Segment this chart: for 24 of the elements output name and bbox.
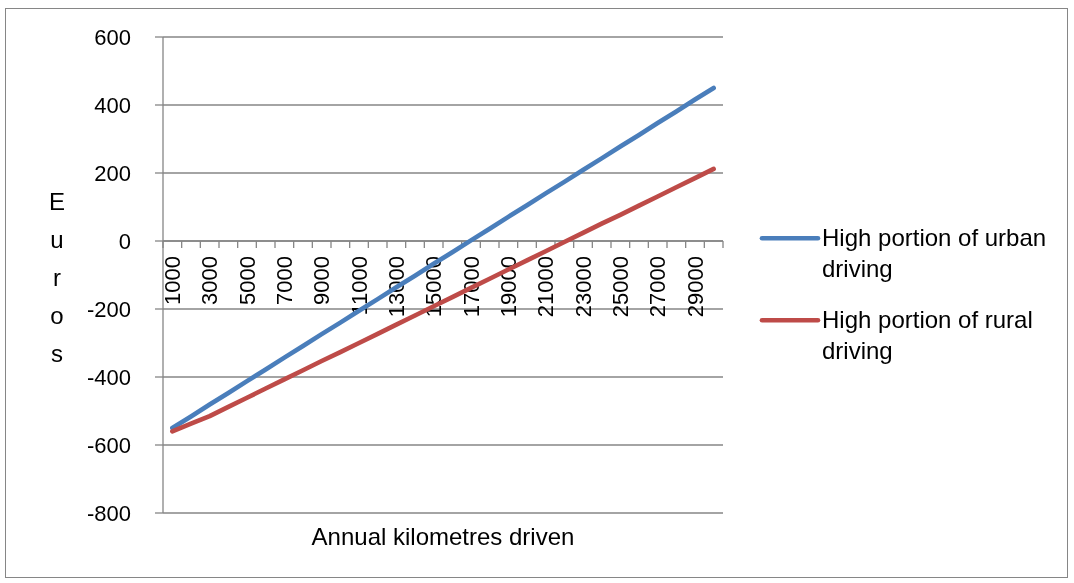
x-tick-label: 25000 (607, 256, 633, 318)
y-tick-label: -800 (86, 500, 131, 526)
y-tick-label: 0 (118, 228, 131, 254)
x-tick-label: 5000 (234, 256, 260, 305)
y-tick-label: -400 (86, 364, 131, 390)
legend-label: High portion of urban driving (822, 224, 1047, 283)
y-tick-label: -200 (86, 296, 131, 322)
y-tick-label: 400 (94, 92, 131, 118)
x-tick-label: 1000 (159, 256, 185, 305)
y-axis-title: Euros (48, 188, 66, 367)
x-tick-label: 7000 (271, 256, 297, 305)
x-tick-label: 13000 (383, 256, 409, 318)
x-axis-title: Annual kilometres driven (311, 523, 575, 550)
y-tick-label: 600 (94, 24, 131, 50)
legend-label: High portion of rural driving (822, 306, 1033, 365)
x-tick-label: 17000 (458, 256, 484, 318)
x-tick-label: 29000 (682, 256, 708, 318)
y-tick-label: 200 (94, 160, 131, 186)
y-tick-label: -600 (86, 432, 131, 458)
x-tick-label: 9000 (309, 256, 335, 305)
x-tick-label: 27000 (645, 256, 671, 318)
x-tick-label: 21000 (533, 256, 559, 318)
x-tick-label: 3000 (197, 256, 223, 305)
x-tick-label: 23000 (570, 256, 596, 318)
